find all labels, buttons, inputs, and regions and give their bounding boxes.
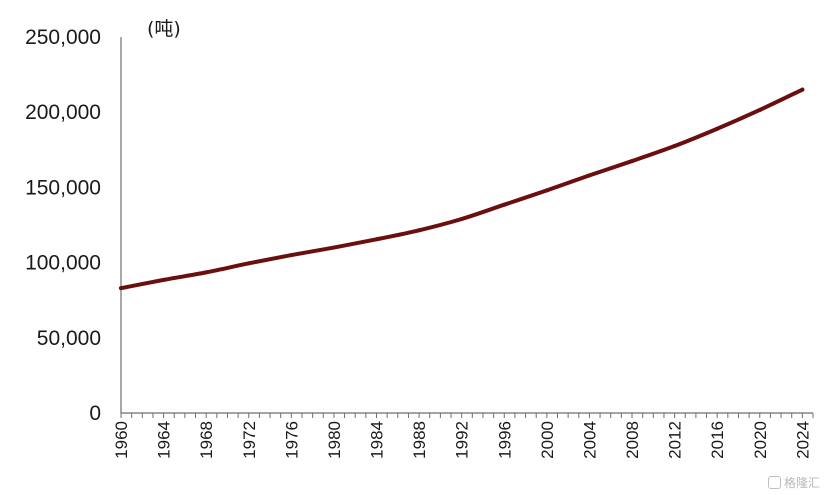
data-point bbox=[246, 261, 251, 266]
data-point bbox=[502, 202, 507, 207]
series-layer bbox=[119, 87, 805, 291]
x-tick-label: 1976 bbox=[282, 421, 301, 459]
y-tick-label: 100,000 bbox=[25, 252, 101, 275]
data-point bbox=[587, 173, 592, 178]
x-tick-label: 1968 bbox=[197, 421, 216, 459]
watermark-text: 格隆汇 bbox=[783, 476, 820, 490]
data-point bbox=[374, 237, 379, 242]
y-axis: 0 50,000 100,000 150,000 200,000 250,000 bbox=[25, 26, 122, 425]
data-point bbox=[161, 277, 166, 282]
y-tick-label: 250,000 bbox=[25, 26, 101, 49]
y-tick-label: 150,000 bbox=[25, 176, 101, 199]
data-point bbox=[331, 245, 336, 250]
x-tick-label: 2024 bbox=[793, 421, 812, 459]
x-axis: 1960 1964 1968 1972 1976 1980 1984 1988 1992 1996… bbox=[112, 412, 814, 459]
data-point bbox=[289, 253, 294, 258]
data-point bbox=[672, 144, 677, 149]
data-point bbox=[800, 87, 805, 92]
x-tick-label: 1960 bbox=[112, 421, 131, 459]
x-tick-label: 1984 bbox=[368, 421, 387, 459]
y-tick-label: 200,000 bbox=[25, 101, 101, 124]
data-point bbox=[630, 159, 635, 164]
data-point bbox=[204, 270, 209, 275]
x-tick-label: 2004 bbox=[580, 421, 599, 459]
x-tick-label: 1988 bbox=[410, 421, 429, 459]
data-point bbox=[119, 286, 123, 291]
data-point bbox=[757, 107, 762, 112]
x-tick-label: 2020 bbox=[751, 421, 770, 459]
data-point bbox=[417, 228, 422, 233]
series-line-0 bbox=[119, 87, 805, 291]
x-tick-label: 1980 bbox=[325, 421, 344, 459]
y-tick-label: 50,000 bbox=[37, 327, 101, 350]
data-point bbox=[544, 188, 549, 193]
x-tick-label: 2016 bbox=[708, 421, 727, 459]
x-tick-label: 2008 bbox=[623, 421, 642, 459]
x-tick-label: 1972 bbox=[240, 421, 259, 459]
y-tick-label: 0 bbox=[89, 402, 101, 425]
x-tick-label: 2012 bbox=[666, 421, 685, 459]
x-tick-label: 1992 bbox=[453, 421, 472, 459]
watermark-logo-icon bbox=[767, 476, 781, 489]
x-tick-label: 1996 bbox=[495, 421, 514, 459]
data-point bbox=[715, 126, 720, 131]
unit-label-group: (吨) bbox=[147, 18, 181, 40]
data-point bbox=[459, 216, 464, 221]
x-tick-label: 1964 bbox=[155, 421, 174, 459]
x-tick-label: 2000 bbox=[538, 421, 557, 459]
watermark: 格隆汇 bbox=[767, 474, 820, 491]
unit-label: (吨) bbox=[147, 18, 181, 40]
